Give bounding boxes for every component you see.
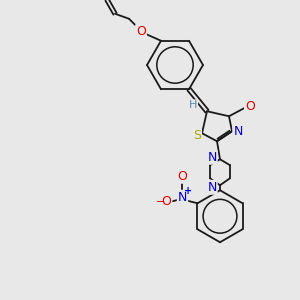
Text: H: H xyxy=(189,100,197,110)
Text: S: S xyxy=(193,129,201,142)
Text: N: N xyxy=(233,125,243,138)
Text: N: N xyxy=(207,151,217,164)
Text: O: O xyxy=(161,195,171,208)
Text: N: N xyxy=(178,191,187,204)
Text: N: N xyxy=(207,181,217,194)
Text: O: O xyxy=(136,25,146,38)
Text: O: O xyxy=(178,170,188,183)
Text: O: O xyxy=(245,100,255,113)
Text: −: − xyxy=(156,197,165,207)
Text: +: + xyxy=(184,186,193,196)
